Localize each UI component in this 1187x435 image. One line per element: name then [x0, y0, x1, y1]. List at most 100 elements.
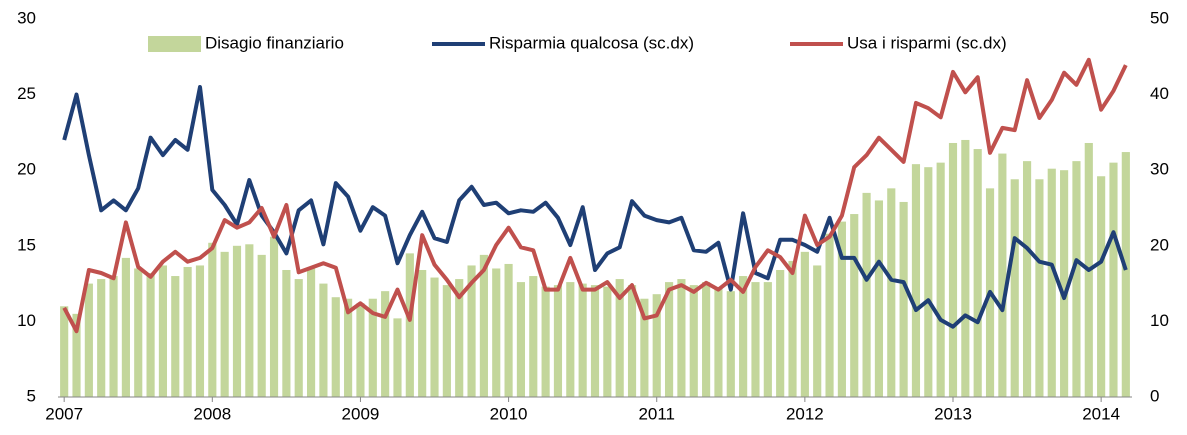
- bar: [529, 276, 538, 397]
- bar: [850, 214, 859, 397]
- y-tick-label: 20: [17, 160, 36, 179]
- x-tick-label: 2010: [490, 404, 528, 423]
- bar: [726, 291, 735, 397]
- bar: [1010, 179, 1019, 397]
- bar: [899, 201, 908, 397]
- legend-label: Risparmia qualcosa (sc.dx): [489, 33, 694, 52]
- bar: [467, 265, 476, 397]
- bar: [800, 251, 809, 397]
- bar: [319, 283, 328, 397]
- bar: [1121, 152, 1130, 397]
- bar: [84, 283, 93, 397]
- bar: [1047, 168, 1056, 397]
- bar: [862, 192, 871, 397]
- bar: [813, 265, 822, 397]
- legend-label: Usa i risparmi (sc.dx): [847, 33, 1007, 52]
- bar: [1035, 179, 1044, 397]
- bar: [269, 236, 279, 397]
- bar: [541, 286, 550, 397]
- bar: [998, 153, 1007, 397]
- bar: [590, 285, 600, 397]
- bar: [887, 188, 896, 397]
- x-tick-label: 2011: [638, 404, 675, 423]
- bar: [393, 318, 402, 397]
- bar: [751, 282, 760, 397]
- bar: [948, 142, 958, 397]
- bar: [504, 263, 513, 397]
- bar: [356, 303, 365, 397]
- bar: [479, 254, 488, 397]
- y-tick-label: 30: [17, 8, 36, 27]
- bar: [418, 269, 427, 397]
- bar: [306, 268, 316, 397]
- bar: [60, 306, 69, 397]
- x-tick-label: 2007: [45, 404, 83, 423]
- bar: [1072, 161, 1081, 397]
- bar: [171, 276, 180, 397]
- bar: [566, 282, 575, 397]
- bar: [344, 298, 353, 397]
- y-tick-label: 10: [17, 311, 36, 330]
- bar: [455, 279, 464, 397]
- y2-tick-label: 40: [1150, 84, 1169, 103]
- y-tick-label: 15: [17, 235, 36, 254]
- bar: [195, 265, 205, 397]
- line: [62, 85, 1128, 329]
- bar: [232, 245, 242, 397]
- bar: [72, 313, 81, 397]
- y2-tick-label: 0: [1150, 386, 1159, 405]
- bar: [158, 265, 168, 397]
- bar: [183, 266, 192, 397]
- bar: [677, 279, 686, 397]
- bar: [516, 282, 526, 397]
- bar: [146, 273, 155, 397]
- x-tick-label: 2008: [193, 404, 231, 423]
- bar: [405, 253, 414, 397]
- x-tick-label: 2014: [1082, 404, 1120, 423]
- bar: [702, 282, 711, 397]
- bar: [1097, 176, 1106, 397]
- bar: [492, 268, 501, 397]
- bar: [714, 288, 723, 397]
- bar: [664, 282, 674, 397]
- bar: [121, 257, 130, 397]
- y2-tick-label: 20: [1150, 235, 1169, 254]
- y-tick-label: 5: [27, 386, 36, 405]
- bar: [911, 164, 921, 397]
- bar: [294, 279, 303, 397]
- bar: [257, 254, 266, 397]
- bar: [776, 269, 785, 397]
- bar: [603, 286, 612, 397]
- bar: [936, 162, 945, 397]
- bar: [924, 167, 933, 397]
- bar: [973, 149, 982, 397]
- bar: [331, 297, 340, 397]
- bar: [1060, 170, 1069, 397]
- legend-label: Disagio finanziario: [205, 33, 344, 52]
- bar: [615, 279, 624, 397]
- bar: [430, 277, 439, 397]
- bar: [1109, 162, 1118, 397]
- bar: [134, 268, 143, 397]
- bar: [220, 251, 229, 397]
- x-tick-label: 2013: [934, 404, 972, 423]
- bar: [109, 276, 118, 397]
- y-tick-label: 25: [17, 84, 36, 103]
- bar: [381, 291, 390, 397]
- y2-tick-label: 30: [1150, 160, 1169, 179]
- bar: [442, 285, 451, 397]
- bar: [739, 276, 748, 397]
- bar: [578, 283, 587, 397]
- bar: [837, 221, 846, 397]
- bar: [282, 269, 291, 397]
- bar: [208, 242, 217, 397]
- x-tick-label: 2012: [786, 404, 824, 423]
- bar: [368, 298, 377, 397]
- bar: [245, 244, 254, 397]
- bar: [961, 139, 970, 397]
- y2-tick-label: 50: [1150, 8, 1169, 27]
- line: [62, 57, 1128, 334]
- bar: [788, 260, 797, 397]
- bar: [689, 285, 698, 397]
